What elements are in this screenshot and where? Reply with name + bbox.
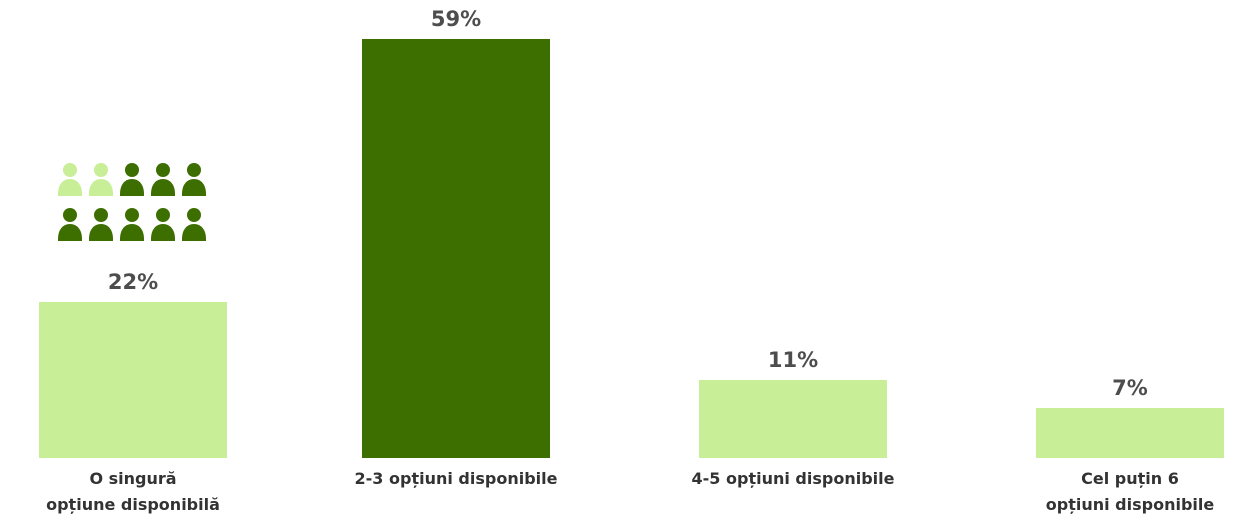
bar-value-label-4: 7% [1112,376,1148,401]
person-icon [58,163,82,196]
bar-3 [699,379,887,458]
bar-4 [1036,408,1224,458]
category-label-4: Cel puțin 6 opțiuni disponibile [1045,469,1215,514]
person-icon [151,163,175,196]
person-icon [120,163,144,196]
person-icon [182,208,206,241]
person-icon [151,208,175,241]
person-icon [120,208,144,241]
bar-value-label-3: 11% [767,347,819,372]
bar-value-label-1: 22% [107,269,159,294]
person-icon [58,208,82,241]
bar-2 [362,39,550,458]
bar-value-label-2: 59% [430,7,482,31]
bar-1 [39,301,227,458]
category-label-3: 4-5 opțiuni disponibile [691,469,895,488]
person-icon [182,163,206,196]
person-icon [89,208,113,241]
person-icon [89,163,113,196]
category-label-2: 2-3 opțiuni disponibile [354,469,558,488]
category-label-1: O singură opțiune disponibilă [46,469,220,514]
